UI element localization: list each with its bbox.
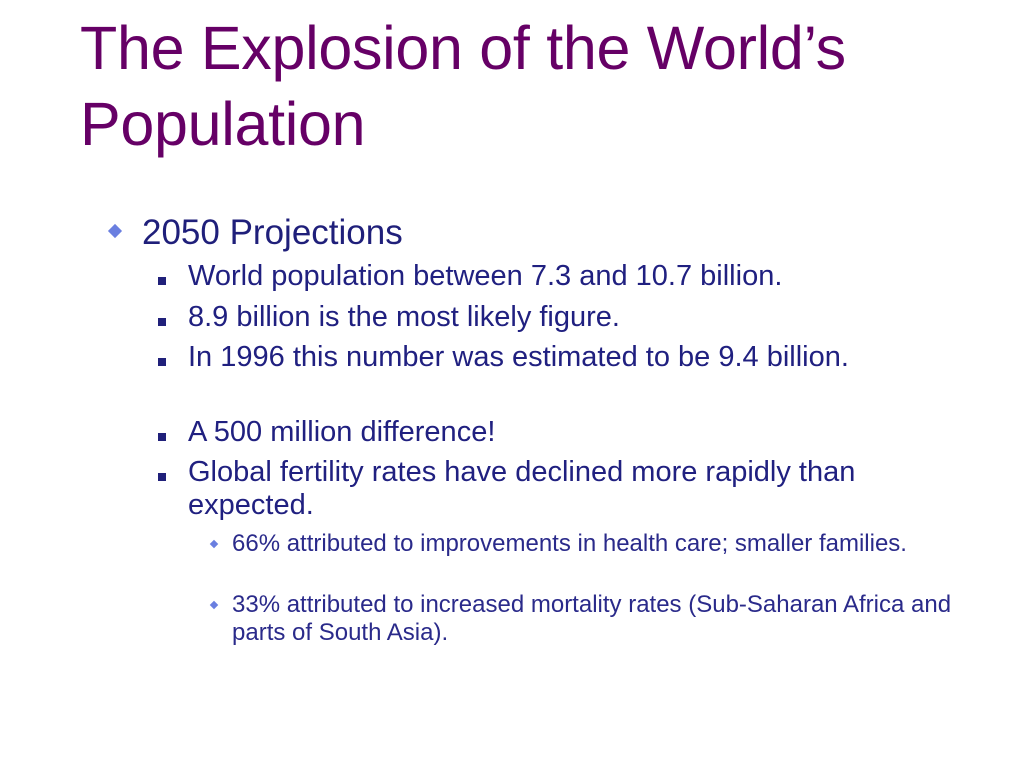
slide-title-line1: The Explosion of the World’s: [80, 14, 846, 82]
sub-bullet-item-4: A 500 million difference!: [188, 416, 496, 448]
sub-bullet-item-1: World population between 7.3 and 10.7 bi…: [188, 260, 783, 292]
slide-title-line2: Population: [80, 90, 366, 158]
main-bullet-text: 2050 Projections: [142, 213, 403, 252]
sub-sub-bullet-item-2: 33% attributed to increased mortality ra…: [232, 591, 952, 646]
square-bullet-icon: [158, 473, 166, 481]
sub-bullet-item-2: 8.9 billion is the most likely figure.: [188, 301, 620, 333]
square-bullet-icon: [158, 358, 166, 366]
square-bullet-icon: [158, 318, 166, 326]
square-bullet-icon: [158, 433, 166, 441]
sub-sub-bullet-item-1: 66% attributed to improvements in health…: [232, 530, 907, 557]
sub-bullet-item-5: Global fertility rates have declined mor…: [188, 456, 856, 521]
square-bullet-icon: [158, 277, 166, 285]
sub-bullet-item-3: In 1996 this number was estimated to be …: [188, 341, 849, 373]
diamond-bullet-icon: [107, 223, 123, 239]
diamond-bullet-icon: [209, 600, 219, 610]
slide-title: The Explosion of the World’s Population: [80, 10, 980, 162]
diamond-bullet-icon: [209, 539, 219, 549]
